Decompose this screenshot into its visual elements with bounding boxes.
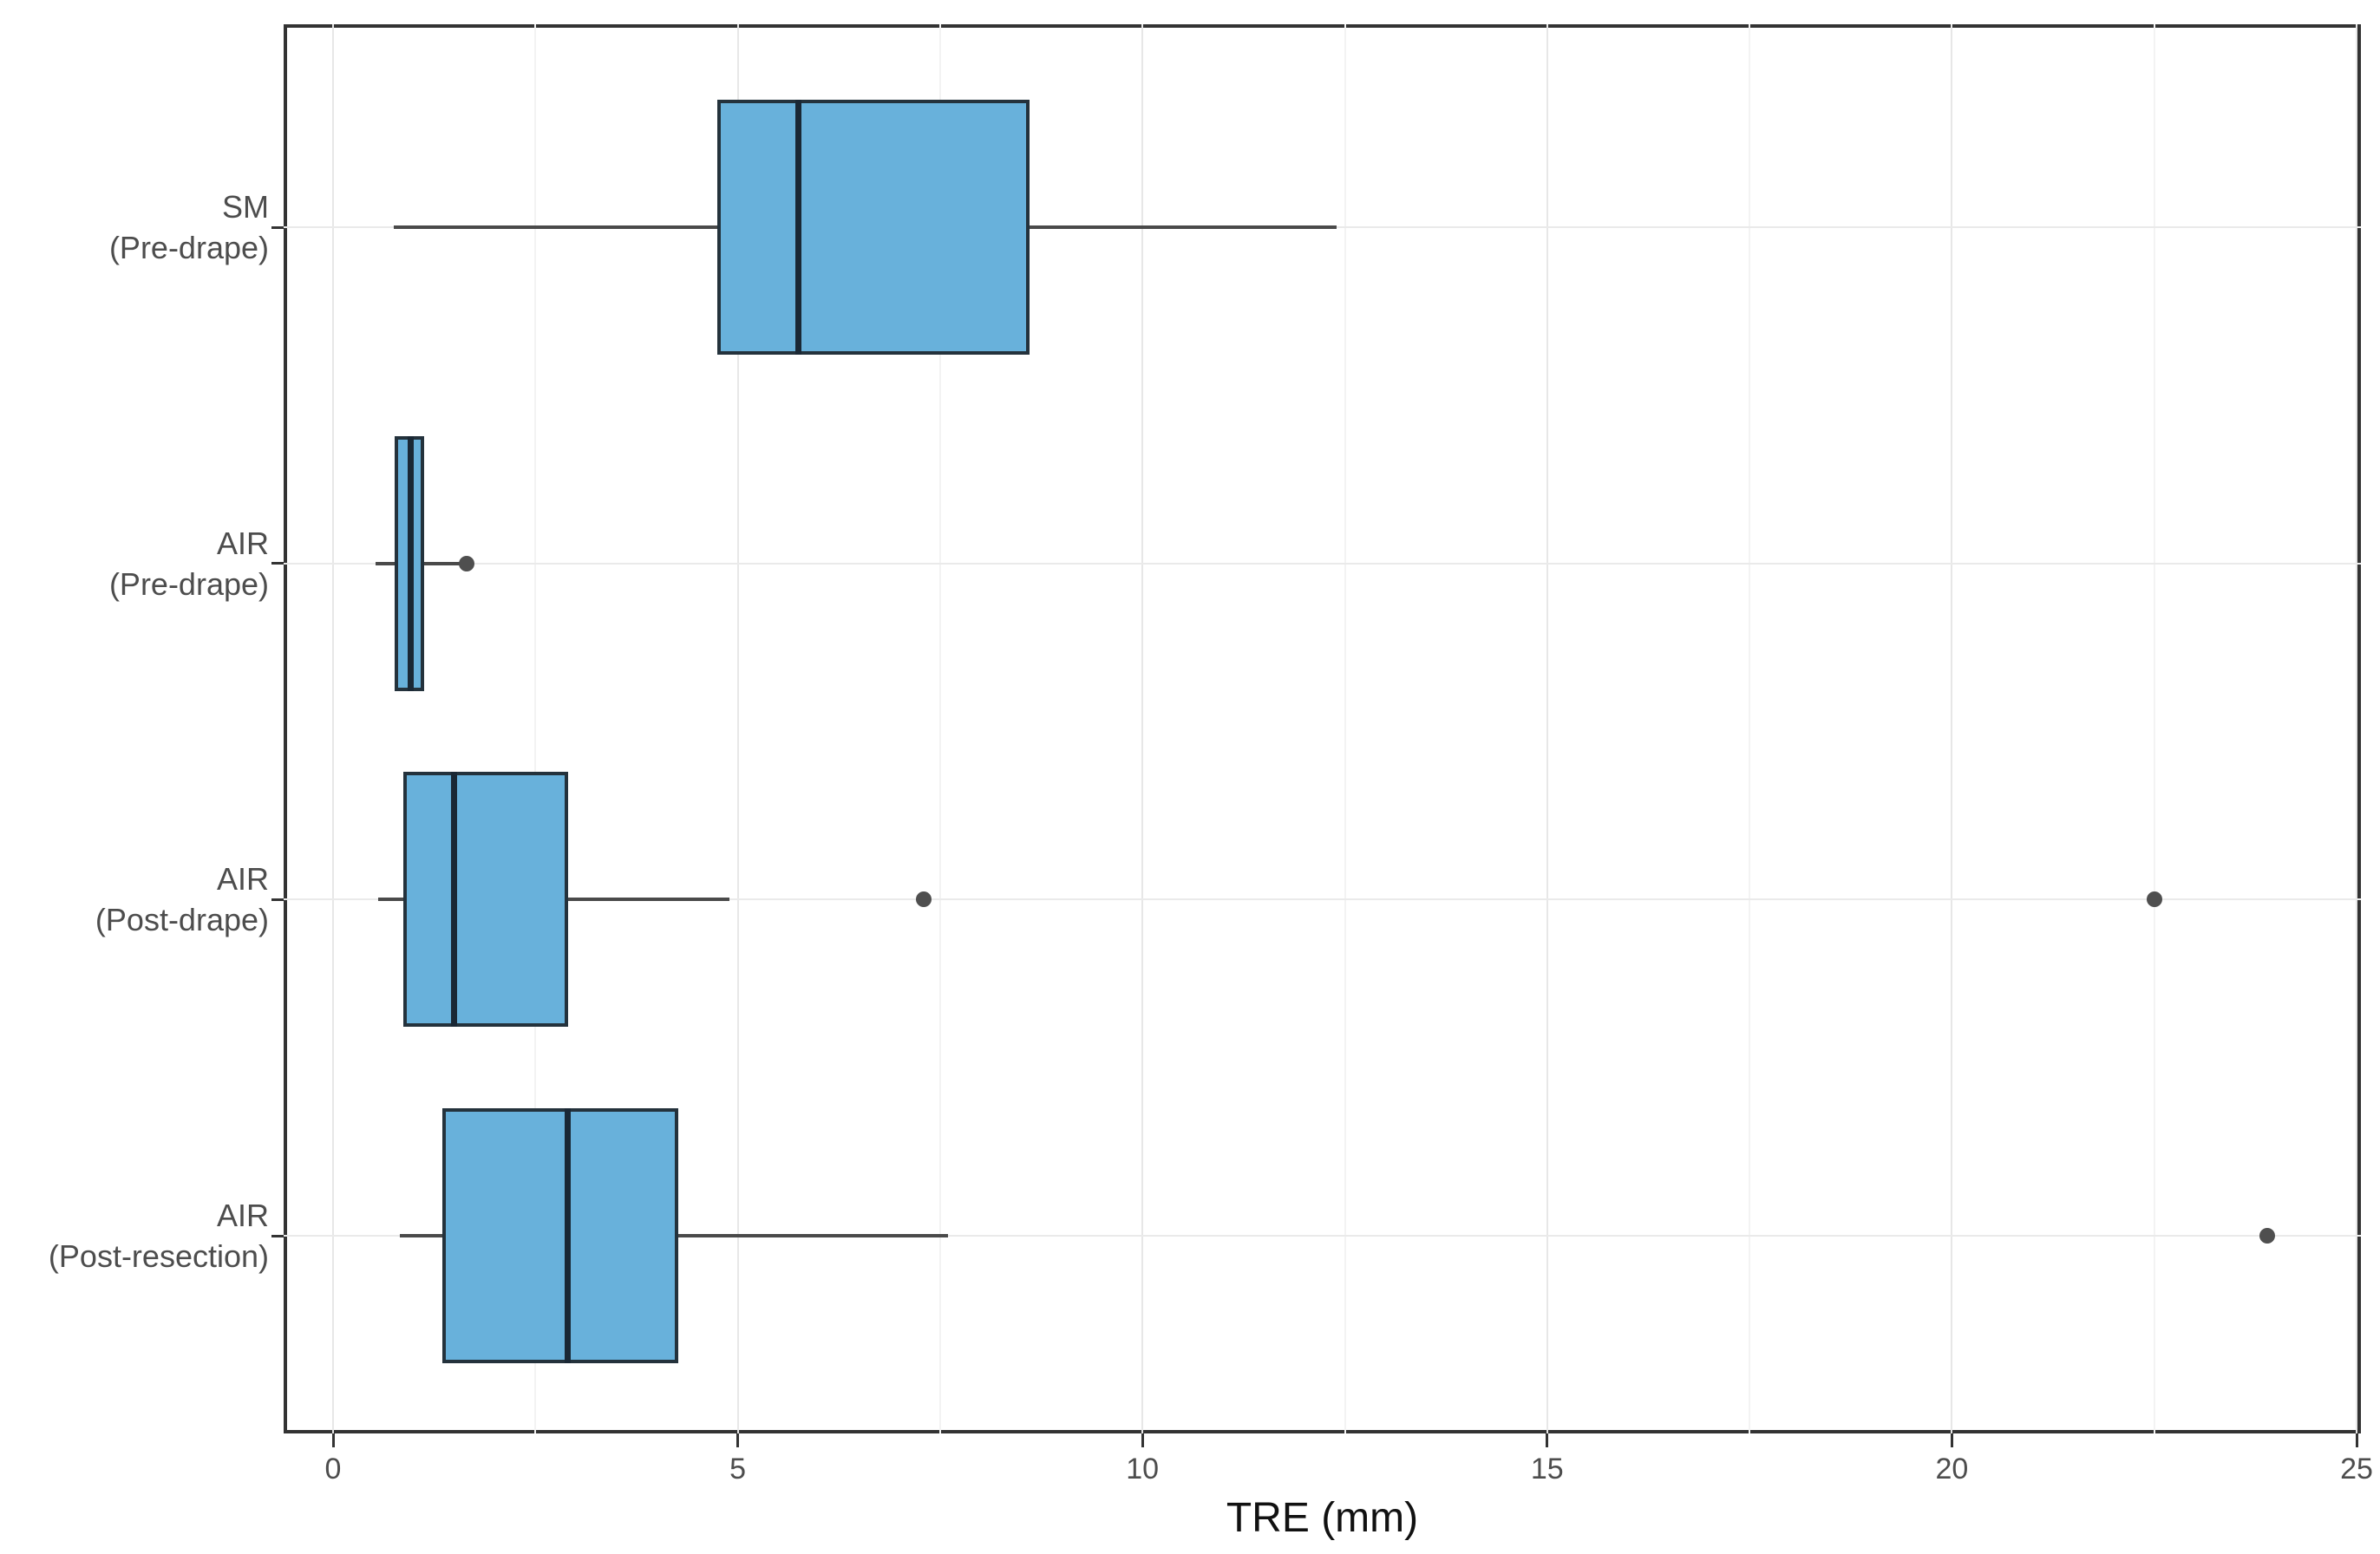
gridline-row <box>284 562 2361 565</box>
whisker-low <box>400 1234 442 1238</box>
whisker-high <box>1029 225 1337 229</box>
x-tick <box>1546 1433 1549 1447</box>
gridline-minor <box>1344 24 1346 1433</box>
y-category-label-line1: AIR <box>216 861 269 898</box>
x-tick <box>736 1433 740 1447</box>
x-tick-label: 25 <box>2340 1453 2373 1485</box>
y-tick <box>271 225 284 229</box>
x-tick-label: 10 <box>1126 1453 1160 1485</box>
y-tick <box>271 898 284 901</box>
gridline-major <box>332 24 334 1433</box>
box <box>441 1108 678 1364</box>
box <box>717 100 1030 355</box>
x-tick-label: 15 <box>1530 1453 1564 1485</box>
gridline-major <box>736 24 739 1433</box>
y-category-label-line1: AIR <box>216 1198 269 1234</box>
x-tick-label: 0 <box>324 1453 342 1485</box>
outlier-point <box>2146 891 2162 908</box>
median-line <box>408 435 415 691</box>
y-category-label-line1: SM <box>222 189 269 225</box>
y-category-label: AIR (Post-drape) <box>0 859 269 940</box>
y-category-label-line2: (Post-drape) <box>95 902 269 938</box>
gridline-major <box>1141 24 1144 1433</box>
whisker-high <box>677 1234 949 1238</box>
outlier-point <box>458 555 474 571</box>
whisker-low <box>393 225 718 229</box>
y-category-label-line2: (Pre-drape) <box>108 230 269 265</box>
y-tick <box>271 1234 284 1237</box>
x-tick-label: 20 <box>1935 1453 1969 1485</box>
y-category-label: AIR (Post-resection) <box>0 1195 269 1276</box>
whisker-high <box>567 898 730 902</box>
gridline-major <box>1951 24 1953 1433</box>
x-tick <box>1141 1433 1144 1447</box>
whisker-low <box>378 898 404 902</box>
outlier-point <box>916 891 932 908</box>
gridline-row <box>284 898 2361 901</box>
y-category-label: SM (Pre-drape) <box>0 186 269 268</box>
gridline-major <box>1546 24 1548 1433</box>
whisker-low <box>376 561 395 565</box>
gridline-major <box>2356 24 2357 1433</box>
gridline-row <box>284 1235 2361 1237</box>
x-tick <box>1950 1433 1953 1447</box>
y-category-label-line2: (Post-resection) <box>48 1238 269 1275</box>
median-line <box>795 100 802 355</box>
whisker-high <box>423 561 460 565</box>
y-tick <box>271 562 284 565</box>
gridline-minor <box>2153 24 2155 1433</box>
x-axis-title: TRE (mm) <box>1226 1495 1419 1541</box>
median-line <box>451 772 458 1028</box>
x-tick <box>2355 1433 2358 1447</box>
gridline-minor <box>938 24 941 1433</box>
gridline-minor <box>534 24 537 1433</box>
x-tick <box>331 1433 335 1447</box>
y-category-label-line2: (Pre-drape) <box>108 565 269 602</box>
median-line <box>565 1108 572 1364</box>
box <box>403 772 568 1028</box>
y-category-label: AIR (Pre-drape) <box>0 523 269 604</box>
y-category-label-line1: AIR <box>216 525 269 561</box>
gridline-minor <box>1749 24 1751 1433</box>
x-tick-label: 5 <box>729 1453 747 1485</box>
outlier-point <box>2259 1228 2276 1244</box>
